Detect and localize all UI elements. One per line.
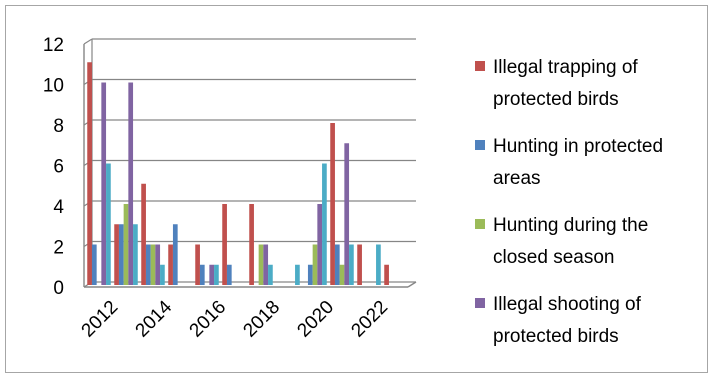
bar-series3-2012 — [101, 82, 107, 285]
bar-series4-2012 — [106, 163, 111, 285]
y-tick-label-12: 12 — [43, 35, 64, 56]
bar-series1-2012 — [91, 244, 97, 285]
legend-label-1-0: Hunting in protected — [493, 136, 663, 157]
bar-series1-2015 — [172, 224, 178, 285]
bar-series4-2016 — [214, 264, 219, 285]
legend-label-3-0: Illegal shooting of — [493, 294, 642, 315]
bar-series1-2021 — [334, 244, 340, 285]
y-tick-label-6: 6 — [53, 157, 64, 178]
bar-series4-2013 — [133, 224, 138, 285]
y-tick-label-8: 8 — [53, 116, 64, 137]
legend-label-2-1: closed season — [493, 247, 614, 268]
y-tick-label-10: 10 — [43, 76, 64, 97]
bar-series1-2014 — [145, 244, 151, 285]
x-tick-label-2020: 2020 — [293, 297, 338, 342]
bar-series0-2021 — [330, 123, 335, 285]
bars — [87, 62, 389, 285]
bar-chart: 0 2 4 6 8 10 12 2012 2014 2016 2018 2020 2022 Illeg… — [43, 35, 663, 347]
bar-series0-2016 — [195, 244, 200, 285]
bar-series0-2022 — [357, 244, 362, 285]
axes — [83, 44, 417, 288]
legend: Illegal trapping of protected birds Huntin… — [475, 57, 663, 347]
y-tick-label-0: 0 — [53, 278, 64, 299]
bar-series3-2021 — [344, 143, 350, 285]
x-axis-tick-labels: 2012 2014 2016 2018 2020 2022 — [78, 296, 393, 341]
legend-swatch-2 — [475, 219, 485, 229]
bar-series1-2016 — [199, 264, 205, 285]
bar-series0-2012 — [87, 62, 92, 285]
chart-frame: 0 2 4 6 8 10 12 2012 2014 2016 2018 2020 2022 Illeg… — [5, 5, 708, 373]
y-tick-label-2: 2 — [53, 238, 64, 259]
bar-series4-2020 — [322, 163, 327, 285]
bar-series0-2017 — [222, 204, 227, 285]
legend-label-0-0: Illegal trapping of — [493, 57, 638, 78]
bar-series1-2017 — [226, 264, 232, 285]
bar-series2-2018 — [258, 244, 264, 285]
bar-series0-2023 — [384, 264, 389, 285]
bar-series3-2016 — [209, 264, 215, 285]
legend-label-0-1: protected birds — [493, 89, 619, 110]
legend-label-3-1: protected birds — [493, 326, 619, 347]
bar-series3-2018 — [263, 244, 269, 285]
legend-label-2-0: Hunting during the — [493, 215, 648, 236]
grid-lines — [83, 38, 416, 288]
x-tick-label-2012: 2012 — [78, 297, 123, 342]
y-axis-tick-labels: 0 2 4 6 8 10 12 — [43, 35, 65, 299]
x-tick-label-2022: 2022 — [347, 297, 392, 342]
legend-label-1-1: areas — [493, 168, 541, 189]
bar-series4-2022 — [376, 244, 381, 285]
bar-series1-2013 — [118, 224, 124, 285]
bar-series1-2020 — [307, 264, 313, 285]
bar-series2-2021 — [339, 264, 345, 285]
bar-series4-2014 — [160, 264, 165, 285]
y-tick-label-4: 4 — [53, 197, 64, 218]
bar-series2-2013 — [123, 204, 129, 285]
legend-swatch-3 — [475, 298, 485, 308]
bar-series2-2014 — [150, 244, 156, 285]
legend-swatch-1 — [475, 140, 485, 150]
x-tick-label-2014: 2014 — [132, 296, 177, 341]
bar-series0-2018 — [249, 204, 254, 285]
bar-series0-2013 — [114, 224, 119, 285]
bar-series3-2013 — [128, 82, 134, 285]
bar-series3-2014 — [155, 244, 161, 285]
bar-series4-2018 — [268, 264, 273, 285]
x-axis-depth-edge — [407, 281, 417, 288]
legend-swatch-0 — [475, 61, 485, 71]
x-tick-label-2016: 2016 — [186, 297, 231, 342]
gridline-side-12 — [83, 38, 93, 45]
x-tick-label-2018: 2018 — [239, 297, 284, 342]
bar-series3-2020 — [317, 204, 323, 285]
bar-series0-2015 — [168, 244, 173, 285]
bar-series0-2014 — [141, 183, 146, 285]
bar-series2-2020 — [312, 244, 318, 285]
bar-series4-2019 — [295, 264, 300, 285]
bar-series4-2021 — [349, 244, 354, 285]
